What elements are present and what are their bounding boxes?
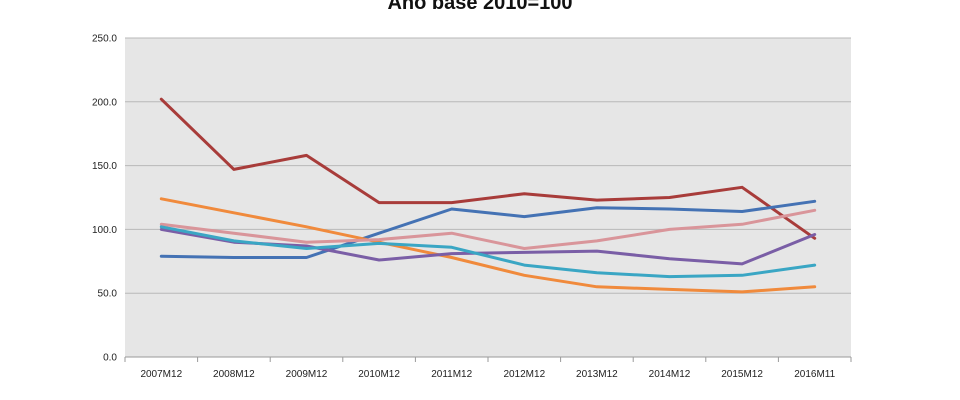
x-tick-label: 2014M12: [649, 369, 691, 380]
y-axis-ticks: 0.0 50.0 100.0 150.0 200.0 250.0: [92, 34, 117, 364]
x-tick-label: 2008M12: [213, 369, 255, 380]
y-tick-label: 50.0: [98, 289, 118, 300]
x-tick-label: 2012M12: [503, 369, 545, 380]
x-tick-label: 2009M12: [286, 369, 328, 380]
y-tick-label: 250.0: [92, 34, 117, 45]
x-tick-label: 2013M12: [576, 369, 618, 380]
y-tick-label: 150.0: [92, 161, 117, 172]
y-tick-label: 200.0: [92, 97, 117, 108]
x-axis-ticks: 2007M12 2008M12 2009M12 2010M12 2011M12 2012M…: [124, 357, 852, 380]
series-line-1: [159, 97, 817, 240]
series-line-4: [159, 208, 817, 250]
x-tick-label: 2010M12: [358, 369, 400, 380]
x-tick-label: 2016M11: [794, 369, 835, 380]
series-lines: [159, 97, 817, 294]
chart-title: Año base 2010=100: [387, 0, 573, 14]
x-tick-label: 2011M12: [431, 369, 472, 380]
y-tick-label: 0.0: [103, 353, 117, 364]
series-line-2: [159, 199, 817, 259]
y-tick-label: 100.0: [92, 225, 117, 236]
series-line-6: [159, 225, 817, 279]
x-tick-label: 2007M12: [140, 369, 182, 380]
x-tick-label: 2015M12: [721, 369, 763, 380]
series-line-3: [159, 197, 817, 294]
